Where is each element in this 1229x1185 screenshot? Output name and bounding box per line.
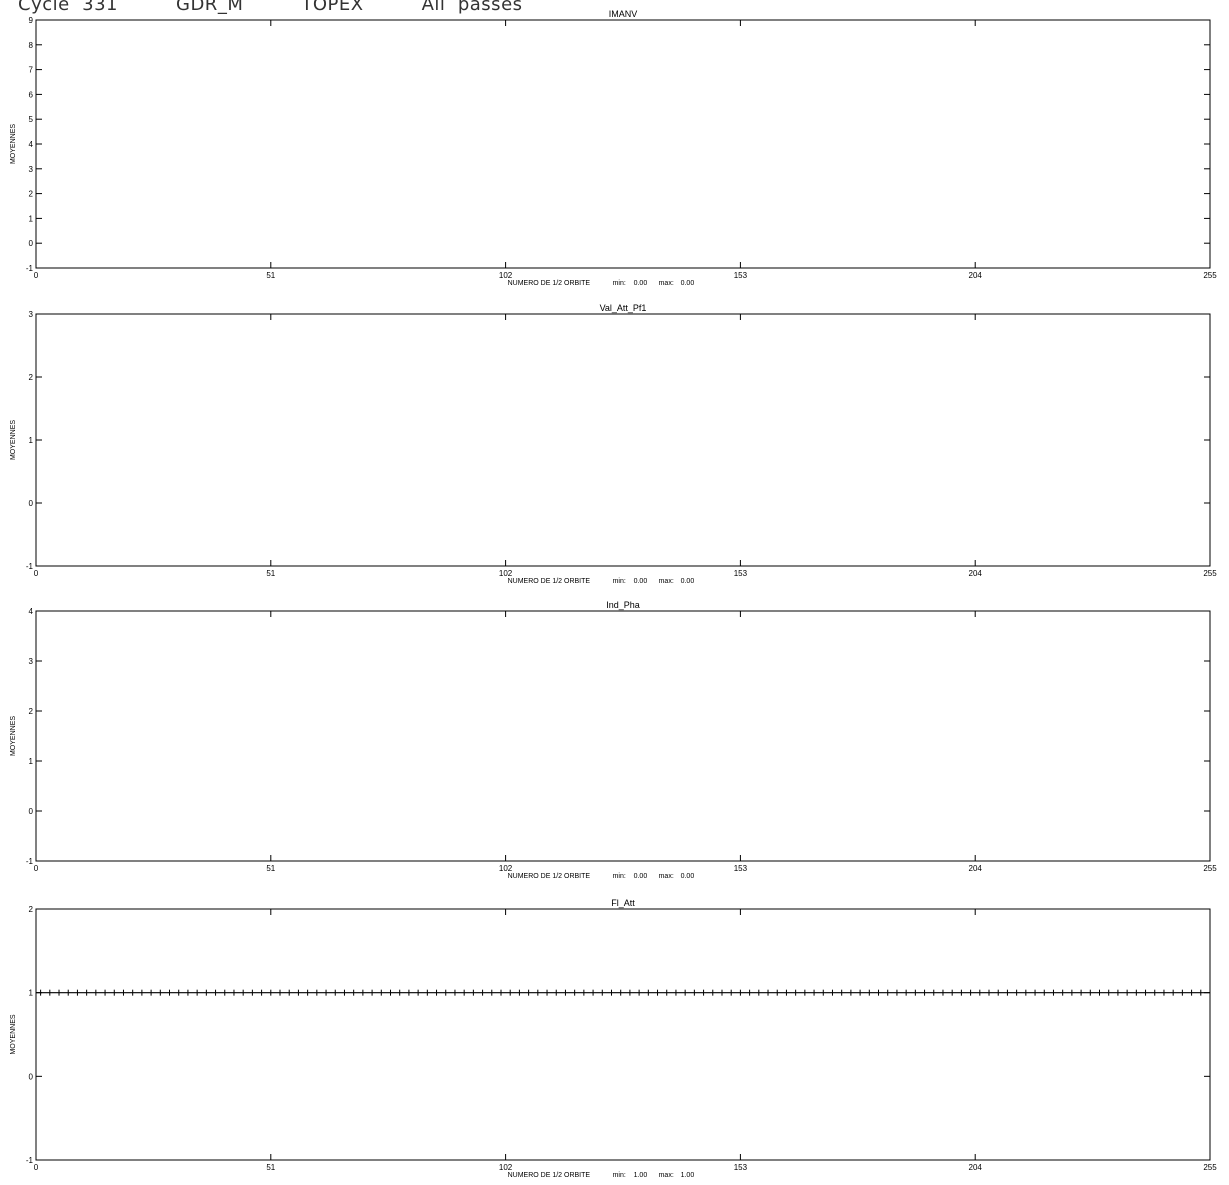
y-tick-label: 7 [29,66,34,75]
y-axis-label: MOYENNES [10,1014,17,1054]
y-tick-label: 2 [29,373,34,382]
x-tick-label: 0 [34,864,39,873]
y-tick-label: -1 [26,857,34,866]
y-tick-label: 2 [29,905,34,914]
stat-min-label: min: [613,578,626,585]
y-tick-label: 5 [29,115,34,124]
y-tick-label: 2 [29,190,34,199]
stat-min-value: 0.00 [634,280,648,287]
stat-min-value: 0.00 [634,578,648,585]
y-tick-label: 3 [29,310,34,319]
stat-max-label: max: [659,1172,674,1179]
stat-max-label: max: [659,578,674,585]
y-tick-label: 4 [29,140,34,149]
stat-max-value: 1.00 [681,1172,695,1179]
plot-frame [35,908,1211,1161]
y-axis-label: MOYENNES [10,124,17,164]
stat-max-value: 0.00 [681,280,695,287]
x-tick-label: 51 [266,864,275,873]
x-tick-label: 0 [34,1163,39,1172]
x-tick-label: 204 [969,271,983,280]
chart-title: Fl_Att [611,898,635,908]
x-tick-label: 102 [499,271,513,280]
y-tick-label: 0 [29,807,34,816]
x-tick-label: 255 [1203,569,1217,578]
x-tick-label: 255 [1203,271,1217,280]
y-tick-label: 3 [29,165,34,174]
y-tick-label: 3 [29,657,34,666]
stat-min-label: min: [613,1172,626,1179]
y-tick-label: 2 [29,707,34,716]
x-tick-label: 153 [734,271,748,280]
y-tick-label: 9 [29,16,34,25]
y-tick-label: -1 [26,264,34,273]
y-axis-label: MOYENNES [10,716,17,756]
y-tick-label: 6 [29,90,34,99]
cycle-label: Cycle 331 [18,0,118,15]
y-tick-label: 1 [29,214,34,223]
stat-max-label: max: [659,873,674,880]
x-tick-label: 102 [499,1163,513,1172]
chart-title: Ind_Pha [606,600,640,610]
chart-title: IMANV [609,9,638,19]
chart-title: Val_Att_Pf1 [600,303,647,313]
y-tick-label: 1 [29,436,34,445]
x-tick-label: 255 [1203,1163,1217,1172]
x-tick-label: 153 [734,569,748,578]
passes-label: All passes [421,0,523,15]
y-tick-label: 0 [29,499,34,508]
x-tick-label: 153 [734,1163,748,1172]
x-axis-label: NUMERO DE 1/2 ORBITE [508,873,591,880]
x-tick-label: 0 [34,271,39,280]
product-label: GDR_M [176,0,244,15]
mission-label: TOPEX [301,0,364,15]
plot-frame [35,313,1211,567]
x-tick-label: 102 [499,864,513,873]
y-tick-label: 4 [29,607,34,616]
stat-min-label: min: [613,873,626,880]
plot-header: Cycle 331 GDR_M TOPEX All passes [18,0,581,15]
stat-min-label: min: [613,280,626,287]
y-tick-label: -1 [26,562,34,571]
y-tick-label: 0 [29,1072,34,1081]
x-axis-label: NUMERO DE 1/2 ORBITE [508,1172,591,1179]
x-tick-label: 51 [266,1163,275,1172]
stat-min-value: 0.00 [634,873,648,880]
stat-max-label: max: [659,280,674,287]
x-tick-label: 255 [1203,864,1217,873]
x-tick-label: 0 [34,569,39,578]
y-axis-label: MOYENNES [10,420,17,460]
y-tick-label: 8 [29,41,34,50]
x-tick-label: 51 [266,569,275,578]
stat-max-value: 0.00 [681,873,695,880]
x-tick-label: 204 [969,864,983,873]
x-tick-label: 204 [969,1163,983,1172]
stat-max-value: 0.00 [681,578,695,585]
stat-min-value: 1.00 [634,1172,648,1179]
y-tick-label: -1 [26,1156,34,1165]
x-tick-label: 102 [499,569,513,578]
x-tick-label: 51 [266,271,275,280]
y-tick-label: 1 [29,989,34,998]
y-tick-label: 0 [29,239,34,248]
x-axis-label: NUMERO DE 1/2 ORBITE [508,280,591,287]
x-axis-label: NUMERO DE 1/2 ORBITE [508,578,591,585]
plot-frame [35,19,1211,269]
y-tick-label: 1 [29,757,34,766]
x-tick-label: 204 [969,569,983,578]
plot-frame [35,610,1211,862]
x-tick-label: 153 [734,864,748,873]
